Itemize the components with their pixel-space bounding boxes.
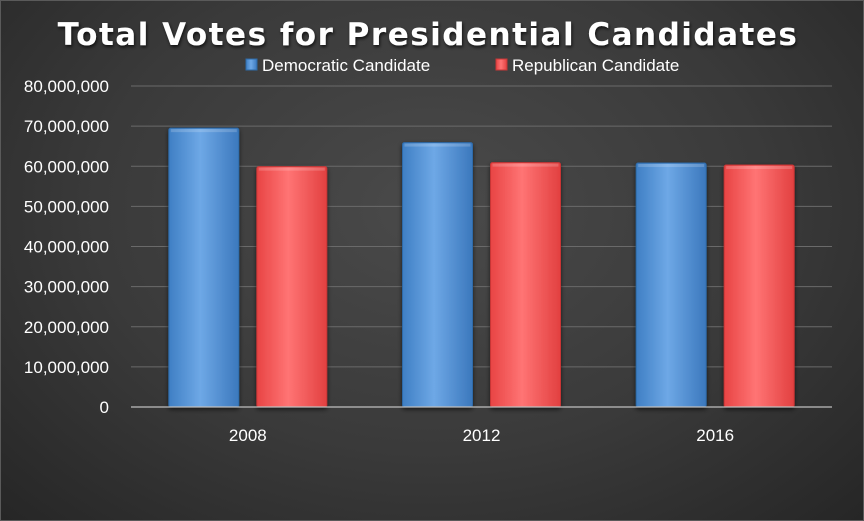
bar-highlight (726, 166, 793, 170)
y-tick-label: 20,000,000 (24, 318, 109, 337)
x-tick-label: 2016 (696, 426, 734, 445)
x-tick-label: 2012 (463, 426, 501, 445)
bar (723, 164, 795, 408)
legend: Democratic Candidate Republican Candidate (245, 56, 679, 75)
y-tick-label: 10,000,000 (24, 358, 109, 377)
legend-swatch (495, 58, 508, 71)
x-axis-ticks: 2008 2012 2016 (229, 426, 734, 445)
chart-title: Total Votes for Presidential Candidates (58, 17, 799, 53)
y-tick-label: 60,000,000 (24, 157, 109, 176)
bar (635, 162, 707, 408)
bar (402, 142, 473, 408)
y-tick-label: 50,000,000 (24, 197, 109, 216)
y-tick-label: 0 (100, 398, 109, 417)
x-tick-label: 2008 (229, 426, 267, 445)
bars (168, 127, 795, 408)
bar (256, 166, 328, 408)
y-tick-label: 30,000,000 (24, 278, 109, 297)
bar-highlight (258, 167, 325, 171)
legend-label: Republican Candidate (512, 56, 679, 75)
bar-highlight (170, 129, 237, 133)
bar-highlight (638, 164, 705, 168)
legend-label: Democratic Candidate (262, 56, 430, 75)
y-tick-label: 40,000,000 (24, 238, 109, 257)
bar (168, 127, 240, 408)
gridlines (131, 85, 832, 368)
bar-highlight (492, 163, 559, 167)
y-tick-label: 80,000,000 (24, 77, 109, 96)
y-axis-ticks: 0 10,000,000 20,000,000 30,000,000 40,000,00… (24, 77, 109, 417)
bar (490, 162, 561, 408)
legend-swatch (245, 58, 258, 71)
y-tick-label: 70,000,000 (24, 117, 109, 136)
bar-highlight (404, 143, 471, 147)
